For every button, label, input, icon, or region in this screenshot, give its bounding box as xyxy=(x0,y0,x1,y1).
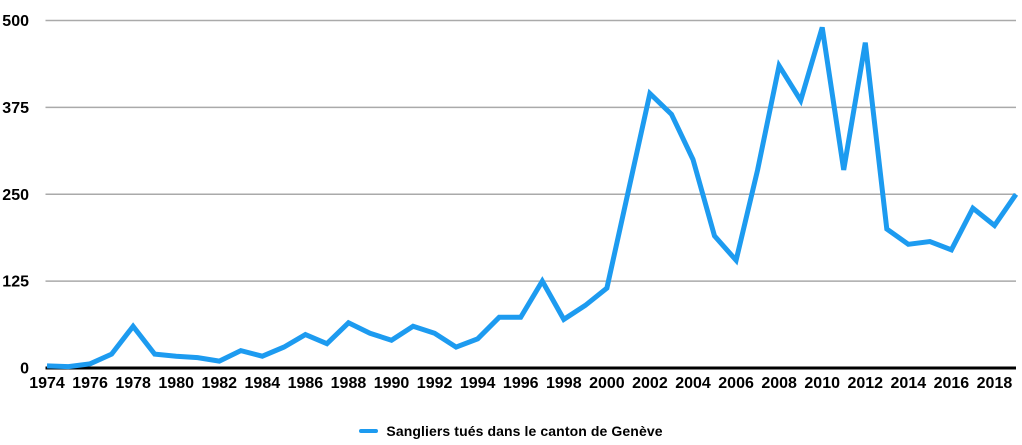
x-tick-label: 2018 xyxy=(977,375,1013,392)
y-tick-label: 500 xyxy=(2,13,29,30)
x-tick-label: 1974 xyxy=(29,375,65,392)
x-tick-label: 1978 xyxy=(115,375,151,392)
x-tick-label: 2012 xyxy=(847,375,883,392)
x-tick-label: 1994 xyxy=(460,375,496,392)
x-tick-label: 1976 xyxy=(72,375,108,392)
x-tick-label: 1990 xyxy=(374,375,410,392)
x-tick-label: 1980 xyxy=(158,375,194,392)
x-tick-label: 2006 xyxy=(718,375,754,392)
x-tick-label: 2000 xyxy=(589,375,625,392)
y-tick-label: 250 xyxy=(2,187,29,204)
x-tick-label: 1992 xyxy=(417,375,453,392)
x-tick-label: 2010 xyxy=(804,375,840,392)
data-line-series xyxy=(46,26,1019,370)
x-tick-label: 2008 xyxy=(761,375,797,392)
x-tick-label: 1998 xyxy=(546,375,582,392)
x-tick-label: 1982 xyxy=(201,375,237,392)
x-tick-label: 2014 xyxy=(891,375,927,392)
y-tick-label: 375 xyxy=(2,100,29,117)
y-tick-label: 0 xyxy=(20,361,29,378)
x-tick-label: 1996 xyxy=(503,375,539,392)
x-tick-label: 1984 xyxy=(245,375,281,392)
legend-label: Sangliers tués dans le canton de Genève xyxy=(386,423,663,439)
x-tick-label: 2002 xyxy=(632,375,668,392)
x-tick-label: 2004 xyxy=(675,375,711,392)
x-tick-label: 2016 xyxy=(934,375,970,392)
x-tick-label: 1988 xyxy=(331,375,367,392)
x-tick-label: 1986 xyxy=(288,375,324,392)
y-tick-label: 125 xyxy=(2,274,29,291)
legend-line-swatch-icon xyxy=(359,429,379,433)
legend: Sangliers tués dans le canton de Genève xyxy=(0,423,1022,439)
